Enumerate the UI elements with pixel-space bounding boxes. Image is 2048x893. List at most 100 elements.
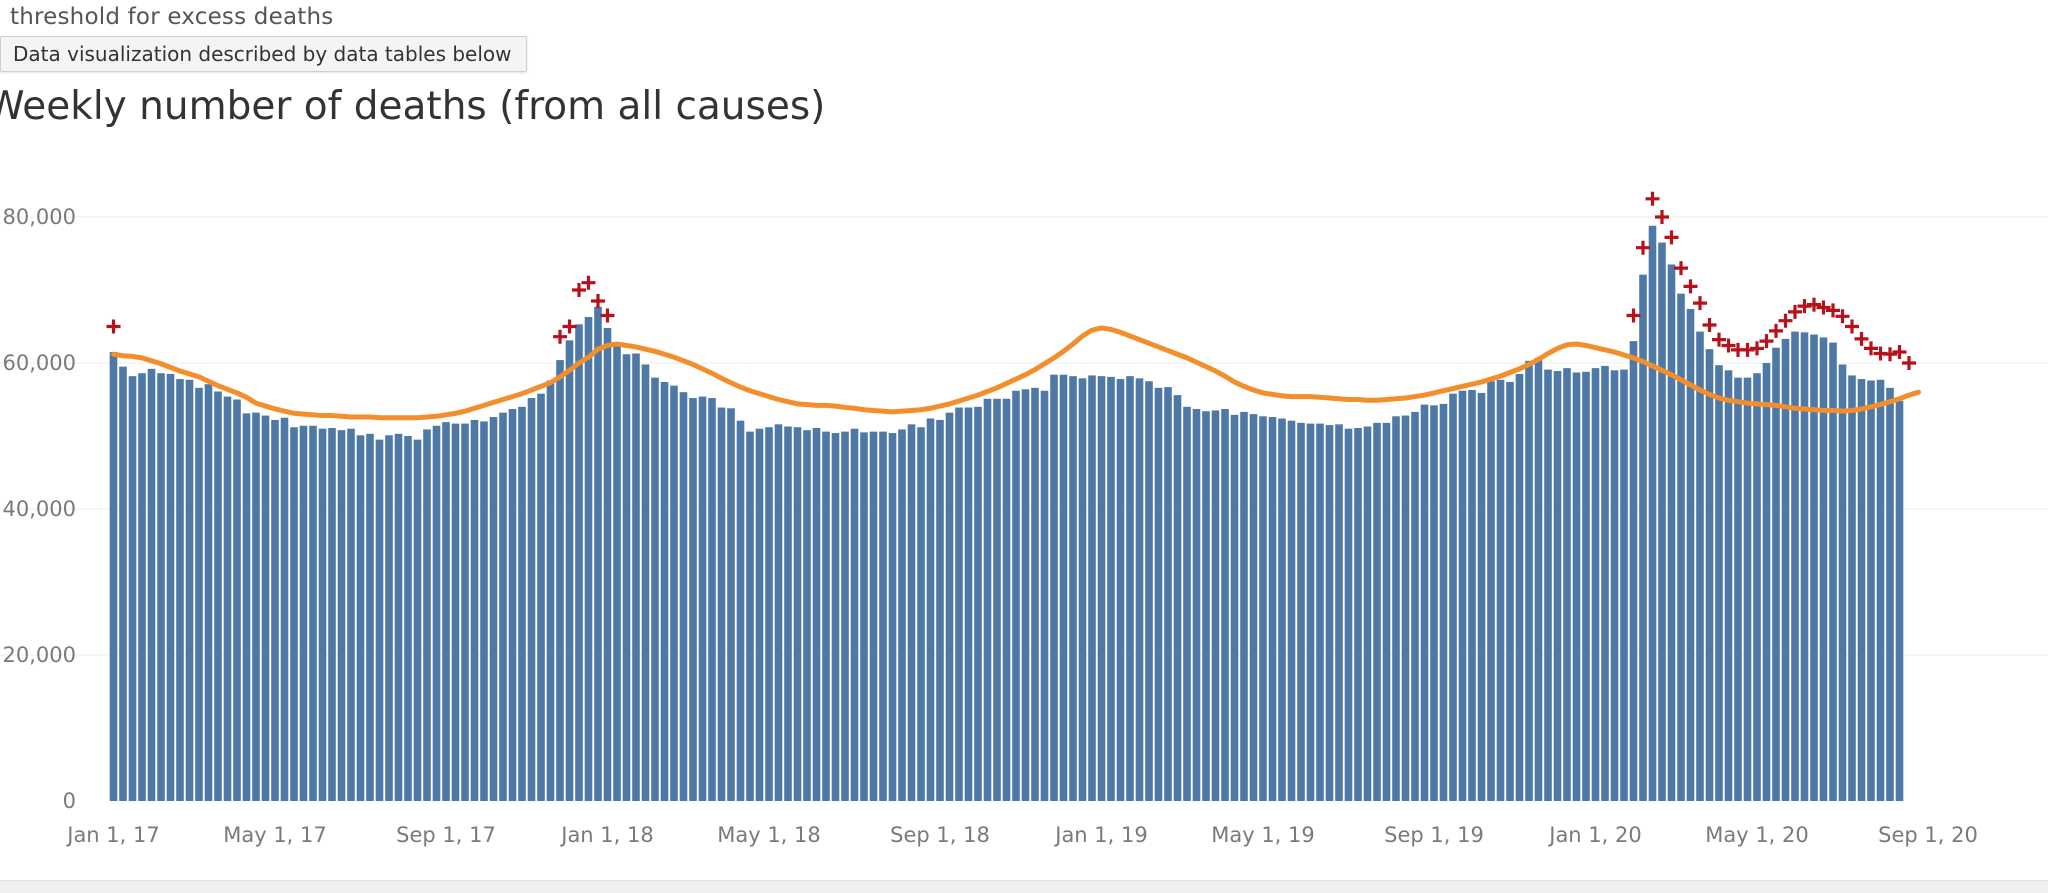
bar	[109, 352, 118, 801]
excess-marker	[1636, 240, 1650, 255]
bar	[366, 433, 374, 801]
bar	[1544, 369, 1552, 801]
bar	[1705, 349, 1714, 801]
bar	[793, 427, 802, 801]
bar	[1116, 379, 1125, 801]
bar	[1382, 422, 1391, 801]
bar	[936, 419, 944, 801]
chart-title: Weekly number of deaths (from all causes…	[0, 84, 826, 129]
bar	[660, 381, 669, 801]
bar	[261, 415, 270, 801]
bar	[1857, 379, 1866, 801]
bar	[1259, 416, 1267, 801]
bar	[1135, 378, 1144, 801]
bar	[223, 396, 232, 801]
bar	[119, 366, 127, 801]
y-axis-ticks: 0 20,000 40,000 60,000 80,000	[3, 205, 76, 813]
bar	[1192, 408, 1201, 801]
bar	[328, 427, 336, 801]
bar	[1040, 390, 1049, 801]
bar	[689, 398, 697, 801]
bar	[1078, 378, 1087, 801]
bar	[470, 419, 479, 801]
bar	[774, 424, 783, 801]
bar	[736, 420, 745, 801]
bar	[1164, 387, 1172, 801]
bar	[888, 433, 897, 801]
bar	[128, 376, 137, 801]
bar	[1202, 411, 1210, 801]
excess-marker	[1835, 309, 1850, 324]
bar	[1211, 410, 1220, 801]
bar	[841, 431, 849, 801]
excess-marker	[600, 308, 615, 323]
bar	[527, 398, 536, 801]
bar	[1677, 293, 1685, 801]
bar	[727, 408, 735, 801]
bar	[1734, 377, 1742, 801]
bar	[1610, 370, 1619, 801]
bar	[242, 413, 251, 801]
bar	[404, 436, 412, 801]
bar	[898, 429, 906, 801]
bar	[451, 423, 460, 801]
bar	[1031, 387, 1039, 801]
excess-marker	[1845, 319, 1859, 334]
bar	[1563, 368, 1571, 801]
excess-marker	[1826, 303, 1840, 318]
bar	[1496, 379, 1505, 801]
bar	[708, 398, 716, 801]
x-tick-label: Jan 1, 17	[65, 823, 159, 847]
bar	[1743, 377, 1752, 801]
bar	[1335, 424, 1343, 801]
bar	[176, 379, 184, 801]
bar	[252, 412, 260, 801]
excess-marker	[1664, 230, 1679, 245]
bar	[917, 427, 925, 801]
bar	[546, 380, 555, 801]
excess-marker	[562, 319, 577, 334]
bar	[1430, 405, 1438, 801]
excess-marker	[581, 275, 596, 290]
threshold-line-group	[111, 325, 1921, 421]
bar	[1829, 342, 1837, 801]
x-tick-label: May 1, 18	[717, 823, 821, 847]
bar	[1781, 338, 1790, 801]
excess-marker	[1750, 341, 1764, 356]
excess-marker	[1807, 297, 1821, 312]
bar	[480, 421, 488, 801]
x-tick-label: Jan 1, 19	[1053, 823, 1147, 847]
bar	[1088, 375, 1096, 801]
bar	[1221, 408, 1229, 801]
excess-marker	[591, 294, 605, 308]
bar	[489, 417, 498, 801]
accessibility-tooltip: Data visualization described by data tab…	[0, 36, 527, 72]
bar	[879, 431, 887, 801]
bar	[955, 407, 963, 801]
bar	[1145, 381, 1153, 801]
bar	[1373, 422, 1381, 801]
bar	[1325, 425, 1334, 801]
bar	[556, 360, 564, 801]
bar	[1591, 368, 1600, 801]
bar	[1069, 376, 1077, 801]
excess-marker	[1626, 308, 1641, 323]
bar	[1819, 337, 1828, 801]
bar	[1154, 387, 1163, 801]
bar	[1344, 428, 1353, 801]
bar	[1420, 404, 1429, 801]
bar	[1306, 423, 1315, 801]
excess-marker	[1788, 304, 1802, 319]
bar	[518, 406, 526, 801]
bar	[290, 427, 298, 801]
bar	[1572, 372, 1581, 801]
bar	[1021, 389, 1030, 801]
bar	[1126, 376, 1134, 801]
bar	[1316, 423, 1324, 801]
excess-marker	[1883, 347, 1897, 362]
bar	[1648, 225, 1657, 801]
bar	[337, 430, 346, 801]
x-tick-label: May 1, 17	[223, 823, 327, 847]
excess-marker	[1902, 356, 1916, 370]
bar	[632, 353, 640, 801]
